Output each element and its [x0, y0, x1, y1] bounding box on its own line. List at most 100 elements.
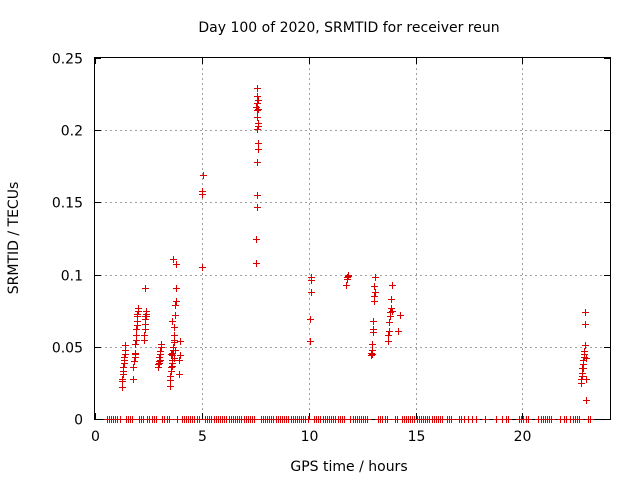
x-axis-label: GPS time / hours	[290, 459, 407, 475]
zero-data-point	[251, 416, 258, 423]
data-point	[119, 384, 126, 391]
data-points	[104, 85, 594, 423]
y-tick-label: 0.2	[61, 124, 83, 140]
data-point	[172, 347, 179, 354]
data-point	[173, 298, 180, 305]
data-point	[386, 328, 393, 335]
data-point	[168, 351, 175, 358]
data-point	[385, 332, 392, 339]
data-point	[135, 305, 142, 312]
zero-data-point	[305, 416, 312, 423]
y-tick-label: 0.25	[52, 52, 83, 68]
data-point	[388, 305, 395, 312]
data-point	[142, 313, 149, 320]
data-point	[122, 342, 129, 349]
data-point	[371, 293, 378, 300]
data-point	[255, 120, 262, 127]
data-point	[167, 383, 174, 390]
data-point	[255, 140, 262, 147]
x-tick-label: 15	[408, 429, 426, 445]
data-point	[372, 274, 379, 281]
zero-data-point	[525, 416, 532, 423]
data-point	[255, 146, 262, 153]
zero-data-point	[341, 416, 348, 423]
data-point	[172, 302, 179, 309]
data-point	[171, 324, 178, 331]
zero-data-point	[493, 416, 500, 423]
zero-data-point	[384, 416, 391, 423]
data-point	[255, 97, 262, 104]
data-point	[176, 357, 183, 364]
data-point	[143, 308, 150, 315]
data-point	[199, 264, 206, 271]
data-point	[171, 332, 178, 339]
data-point	[121, 354, 128, 361]
data-point	[583, 397, 590, 404]
data-point	[134, 311, 141, 318]
x-tick-label: 0	[91, 429, 100, 445]
data-point	[157, 357, 164, 364]
data-point	[130, 376, 137, 383]
zero-data-point	[117, 416, 124, 423]
data-point	[254, 107, 261, 114]
axis-ticks: 0 0.05 0.1 0.15 0.2 0.25 0 5 10 15 20	[52, 52, 610, 445]
data-point	[582, 342, 589, 349]
data-point	[132, 351, 139, 358]
data-point	[370, 318, 377, 325]
data-point	[131, 358, 138, 365]
data-point	[168, 364, 175, 371]
data-point	[254, 192, 261, 199]
y-axis-label: SRMTID / TECUs	[6, 182, 22, 295]
data-point	[345, 272, 352, 279]
zero-data-point	[196, 416, 203, 423]
data-point	[254, 114, 261, 121]
data-point	[142, 285, 149, 292]
data-point	[307, 316, 314, 323]
zero-data-point	[473, 416, 480, 423]
x-tick-label: 10	[301, 429, 319, 445]
data-point	[255, 106, 262, 113]
data-point	[371, 283, 378, 290]
data-point	[369, 351, 376, 358]
data-point	[582, 321, 589, 328]
data-point	[254, 204, 261, 211]
x-tick-label: 20	[514, 429, 532, 445]
zero-data-point	[576, 416, 583, 423]
data-point	[133, 326, 140, 333]
y-tick-label: 0	[74, 413, 83, 429]
x-tick-label: 5	[198, 429, 207, 445]
data-point	[172, 312, 179, 319]
data-point	[169, 318, 176, 325]
data-point	[199, 188, 206, 195]
chart-title: Day 100 of 2020, SRMTID for receiver reu…	[198, 20, 499, 36]
data-point	[200, 172, 207, 179]
data-point	[368, 350, 375, 357]
zero-data-point	[505, 416, 512, 423]
data-point	[167, 373, 174, 380]
data-point	[254, 126, 261, 133]
data-point	[156, 354, 163, 361]
data-point	[171, 355, 178, 362]
data-point	[253, 236, 260, 243]
data-point	[370, 326, 377, 333]
data-point	[386, 319, 393, 326]
data-point	[385, 338, 392, 345]
data-point	[177, 338, 184, 345]
data-point	[141, 332, 148, 339]
data-point	[308, 274, 315, 281]
data-point	[120, 364, 127, 371]
data-point	[343, 282, 350, 289]
data-point	[170, 256, 177, 263]
data-point	[253, 260, 260, 267]
data-point	[254, 100, 261, 107]
data-point	[156, 360, 163, 367]
zero-data-point	[166, 416, 173, 423]
data-point	[582, 309, 589, 316]
data-point	[119, 376, 126, 383]
zero-data-point	[448, 416, 455, 423]
data-point	[254, 85, 261, 92]
data-point	[254, 93, 261, 100]
y-tick-label: 0.15	[52, 196, 83, 212]
data-point	[372, 289, 379, 296]
